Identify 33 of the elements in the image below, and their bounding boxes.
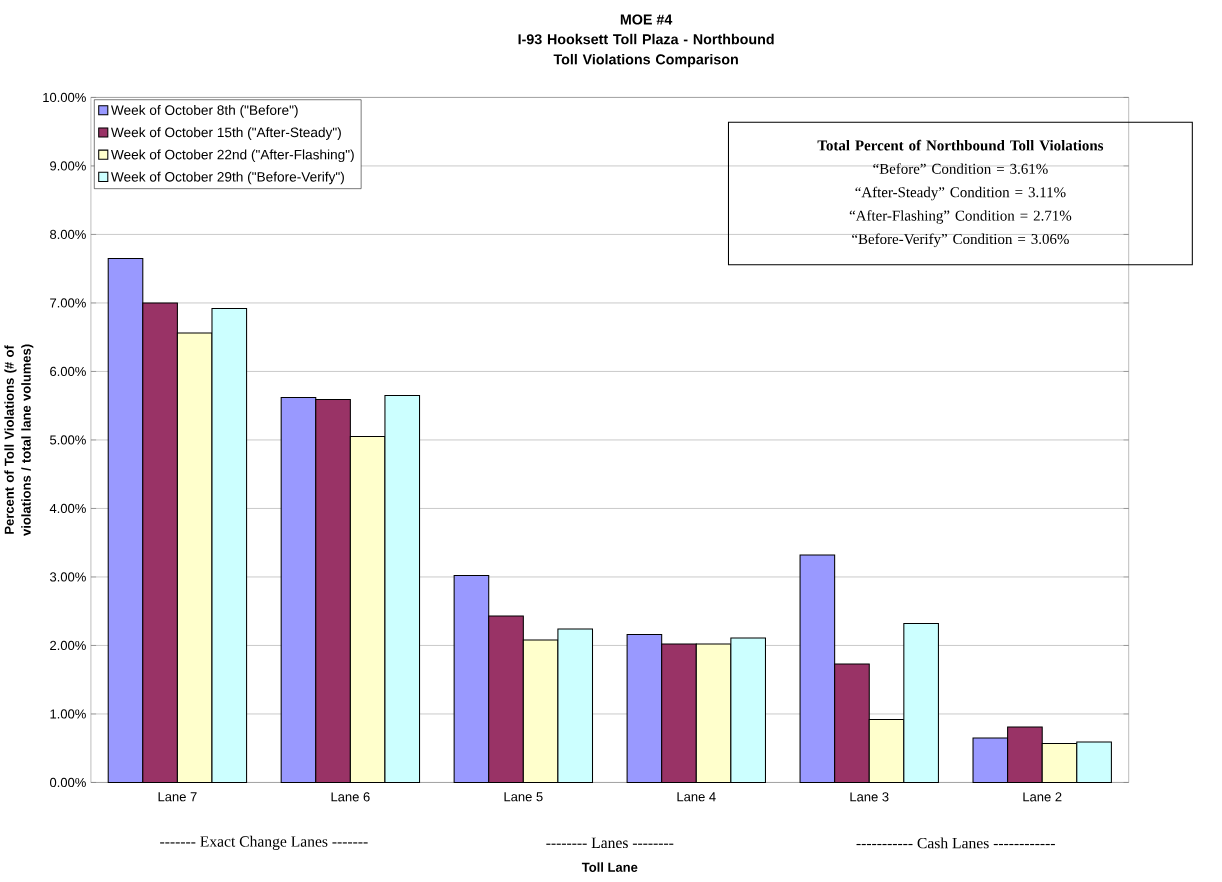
y-tick-label: 3.00%	[49, 572, 86, 582]
legend-label: Week of October 22nd ("After-Flashing")	[110, 149, 354, 163]
annotation: “After-Flashing” Condition = 2.71%	[849, 210, 1072, 224]
text: ----------- Cash Lanes ------------	[856, 837, 1055, 849]
y-tick-label: 8.00%	[50, 229, 86, 240]
annotation: Total Percent of Northbound Toll Violations	[817, 139, 1104, 151]
annotation: “Before” Condition = 3.61%	[873, 163, 1048, 175]
y-tick-label: 4.00%	[49, 503, 86, 514]
x-tick-label: Lane 3	[850, 792, 889, 802]
legend-label: Week of October 15th ("After-Steady")	[110, 127, 341, 140]
y-tick-label: 9.00%	[50, 161, 86, 171]
text: -------- Lanes --------	[546, 837, 674, 849]
y-tick-label: 2.00%	[50, 640, 86, 651]
legend-label: Week of October 29th ("Before-Verify")	[110, 171, 344, 185]
x-tick-label: Lane 7	[158, 792, 197, 802]
y-tick-label: 10.00%	[43, 92, 86, 103]
y-tick-label: 0.00%	[49, 777, 86, 788]
y-tick-label: 5.00%	[50, 435, 86, 445]
text: ------- Exact Change Lanes -------	[160, 835, 368, 851]
y-axis-title: Percent of Toll Violations (# of violations / total lane volumes)	[4, 344, 34, 536]
x-tick-label: Lane 5	[504, 792, 543, 802]
y-tick-label: 7.00%	[50, 298, 86, 308]
chart-subtitle: I-93 Hooksett Toll Plaza - Northbound Toll Violations Comparison	[518, 33, 774, 68]
chart-title: MOE #4	[620, 14, 673, 25]
x-tick-label: Lane 6	[331, 792, 370, 802]
x-tick-label: Lane 2	[1023, 792, 1062, 802]
legend-label: Week of October 8th ("Before")	[110, 105, 298, 118]
y-tick-label: 6.00%	[50, 366, 86, 377]
y-tick-label: 1.00%	[50, 709, 86, 719]
x-tick-label: Lane 4	[677, 792, 716, 802]
annotation: “Before-Verify” Condition = 3.06%	[852, 233, 1069, 248]
x-axis-title: Toll Lane	[581, 862, 638, 872]
annotation: “After-Steady” Condition = 3.11%	[855, 186, 1066, 201]
